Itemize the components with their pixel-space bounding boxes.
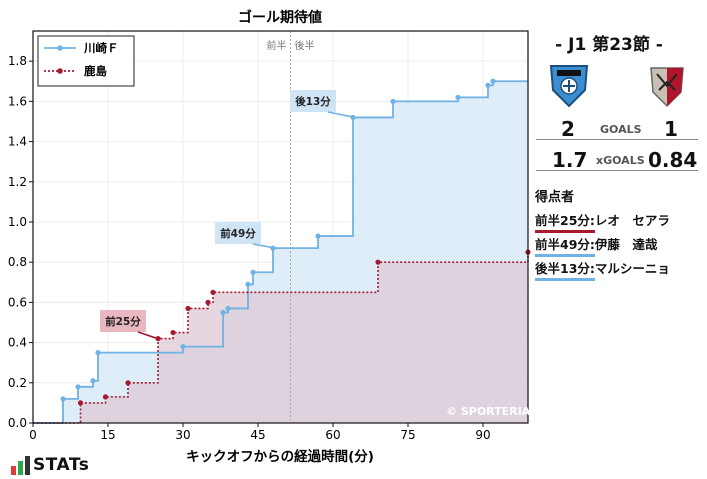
x-tick-label: 0 (29, 428, 37, 442)
data-point (90, 378, 96, 384)
goal-annotation-label: 前49分 (220, 227, 256, 240)
y-tick-label: 1.4 (8, 135, 27, 149)
data-point (220, 309, 226, 316)
data-point (185, 305, 191, 312)
scorer-row: 後半13分:マルシーニョ (535, 258, 670, 281)
goal-annotation-label: 前25分 (105, 315, 141, 328)
y-tick-label: 1.6 (8, 94, 27, 108)
away-crest-icon (650, 67, 684, 108)
data-point (95, 350, 101, 356)
data-point (60, 396, 66, 402)
x-tick-label: 90 (475, 428, 490, 442)
data-point (490, 78, 496, 84)
stats-logo-text: STATs (33, 455, 90, 475)
goal-annotation-box (100, 310, 146, 332)
x-tick-label: 45 (250, 428, 265, 442)
legend-marker-0 (57, 45, 63, 51)
xgoals-row: 1.7 xGOALS 0.84 (536, 148, 698, 172)
data-point (180, 344, 186, 350)
data-point (77, 400, 84, 406)
data-point (390, 98, 396, 104)
data-point (155, 335, 161, 342)
scorers-title: 得点者 (535, 190, 575, 205)
data-point (245, 281, 251, 287)
copyright: © SPORTERIA (446, 405, 531, 418)
legend-marker-1 (57, 68, 63, 74)
data-point (125, 380, 131, 386)
goals-label: GOALS (600, 123, 642, 136)
home-xgoals: 1.7 (552, 148, 588, 172)
scorer-name: レオ セアラ (594, 213, 670, 228)
scorer-name: 伊藤 達哉 (594, 237, 658, 252)
data-point (315, 233, 321, 239)
match-title: - J1 第23節 - (555, 35, 663, 55)
data-point (210, 289, 216, 295)
halftime-label-second: 後半 (295, 39, 315, 52)
plot-frame (32, 30, 529, 424)
goal-annotation-pointer (327, 111, 356, 119)
xgoals-label: xGOALS (596, 154, 645, 167)
y-tick-label: 0.0 (8, 416, 27, 430)
x-axis-label: キックオフからの経過時間(分) (186, 448, 374, 465)
data-point (485, 82, 491, 88)
away-goals: 1 (664, 117, 678, 141)
series-area-1 (33, 252, 528, 423)
data-point (375, 259, 381, 265)
scorer-row: 前半49分:伊藤 達哉 (535, 234, 657, 257)
goal-annotation-box (290, 90, 336, 112)
goal-annotation-pointer (137, 331, 158, 340)
goal-annotation-label: 後13分 (294, 95, 331, 108)
goal-annotation-box (215, 222, 261, 244)
series-line-1 (33, 252, 529, 424)
x-tick-label: 75 (400, 428, 415, 442)
data-point (102, 394, 109, 400)
stats-logo-icon (11, 456, 30, 475)
x-tick-label: 15 (100, 428, 115, 442)
data-point (170, 329, 176, 336)
halftime-label-first: 前半 (267, 39, 287, 52)
legend-box (37, 35, 135, 87)
scorer-time: 後半13分: (535, 258, 595, 281)
legend: 川崎Ｆ 鹿島 (37, 35, 135, 87)
y-tick-label: 1.8 (8, 54, 27, 68)
home-crest-icon (549, 65, 589, 108)
y-tick-label: 0.4 (8, 336, 27, 350)
goal-annotation-pointer (252, 243, 276, 249)
goals-row: 2 GOALS 1 (536, 117, 698, 141)
home-goals: 2 (561, 117, 575, 141)
scorer-row: 前半25分:レオ セアラ (535, 210, 670, 233)
x-tick-label: 60 (325, 428, 340, 442)
data-point (455, 94, 461, 100)
scorer-time: 前半49分: (535, 234, 595, 257)
data-point (75, 384, 81, 390)
legend-label-1: 鹿島 (84, 64, 107, 78)
y-tick-label: 0.8 (8, 255, 27, 269)
chart-title: ゴール期待値 (238, 9, 322, 26)
away-xgoals: 0.84 (648, 148, 698, 172)
data-point (250, 269, 256, 275)
x-tick-label: 30 (175, 428, 190, 442)
scorer-time: 前半25分: (535, 210, 595, 233)
y-tick-label: 1.2 (8, 175, 27, 189)
data-point (225, 305, 231, 312)
y-tick-label: 0.2 (8, 376, 27, 390)
y-tick-label: 0.6 (8, 295, 27, 309)
y-tick-label: 1.0 (8, 215, 27, 229)
data-point (205, 299, 211, 305)
scorer-name: マルシーニョ (594, 261, 670, 276)
legend-label-0: 川崎Ｆ (83, 41, 119, 55)
